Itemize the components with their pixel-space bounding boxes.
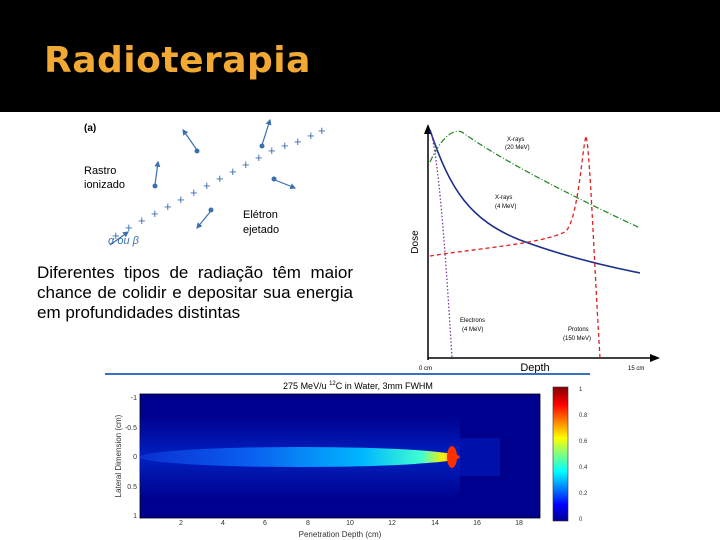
svg-text:+: + [281, 138, 289, 153]
y-tick-label: -1 [131, 395, 137, 402]
track-label: ionizado [84, 179, 125, 191]
beam-core [140, 447, 460, 467]
electron-arrows [109, 118, 297, 246]
svg-text:+: + [229, 164, 237, 179]
heatmap-plot [139, 393, 541, 519]
y-tick-label: -0.5 [125, 425, 137, 432]
svg-text:+: + [203, 178, 211, 193]
x-tick-label: 12 [388, 520, 396, 527]
colorbar-tick-label: 1 [579, 387, 583, 393]
ionization-diagram: (a) ++ + + + + + + + + + + + + + + + Rastro ionizad… [84, 118, 326, 247]
fragment-tail [460, 438, 500, 476]
axis-arrow [650, 354, 660, 362]
svg-text:+: + [138, 213, 146, 228]
colorbar-tick-label: 0 [579, 517, 583, 523]
y-tick-label: 0 [133, 454, 137, 461]
title-part: 275 MeV/u [283, 381, 329, 391]
curve-label: X-rays [495, 195, 512, 201]
electron-label: ejetado [243, 224, 279, 236]
body-text: Diferentes tipos de radiação têm maior c… [37, 263, 353, 322]
curve-label: (20 MeV) [505, 145, 530, 151]
svg-text:+: + [112, 228, 120, 243]
track-label: Rastro [84, 165, 116, 177]
svg-text:+: + [307, 128, 315, 143]
curve-label: (4 MeV) [495, 204, 516, 210]
svg-text:+: + [255, 150, 263, 165]
curve-protons [429, 133, 601, 359]
electron-label: Elétron [243, 209, 278, 221]
svg-text:+: + [151, 206, 159, 221]
svg-text:+: + [125, 220, 133, 235]
beam-halo [140, 415, 460, 499]
y-tick-label: 0.5 [127, 484, 137, 491]
slide-title: Radioterapia [44, 40, 311, 81]
title-superscript: 12 [329, 381, 336, 387]
dose-chart: Dose Depth 0 cm 15 cm X-rays (20 MeV) X-… [410, 124, 660, 374]
bragg-peak [447, 446, 457, 468]
x-axis-label: Penetration Depth (cm) [299, 530, 382, 539]
curve-label: Electrons [460, 318, 485, 324]
x-tick-label: 6 [263, 520, 267, 527]
svg-text:+: + [318, 123, 326, 138]
colorbar-tick-label: 0.6 [579, 439, 588, 445]
header: Radioterapia [0, 0, 720, 112]
curve-label: (4 MeV) [462, 327, 483, 333]
x-tick-label: 4 [221, 520, 225, 527]
curve-label: Protons [568, 327, 589, 333]
heatmap-figure: 275 MeV/u 12C in Water, 3mm FWHM 2 4 6 8… [105, 373, 590, 539]
svg-text:+: + [177, 192, 185, 207]
svg-text:+: + [216, 171, 224, 186]
particle-label: α ou β [108, 235, 140, 247]
x-tick-label: 8 [306, 520, 310, 527]
x-tick-label: 16 [473, 520, 481, 527]
colorbar-tick-label: 0.4 [579, 465, 588, 471]
title-part: C in Water, 3mm FWHM [336, 381, 433, 391]
svg-text:+: + [294, 134, 302, 149]
panel-label: (a) [84, 123, 96, 134]
svg-text:+: + [190, 185, 198, 200]
heatmap-title: 275 MeV/u 12C in Water, 3mm FWHM [283, 381, 433, 391]
colorbar [552, 386, 569, 522]
curve-label: (150 MeV) [563, 336, 591, 342]
y-tick-label: 1 [133, 513, 137, 520]
curve-xray-20mev [429, 130, 641, 229]
curve-label: X-rays [507, 137, 524, 143]
x-end-label: 15 cm [628, 366, 644, 372]
x-tick-label: 14 [431, 520, 439, 527]
y-axis-label: Lateral Dimension (cm) [114, 414, 123, 497]
svg-text:+: + [268, 143, 276, 158]
ion-track: ++ + + + + + + + + + + + + + + + [112, 123, 326, 243]
x-tick-label: 2 [179, 520, 183, 527]
curve-electrons [431, 135, 453, 359]
electron-dots [152, 143, 277, 213]
x-axis-label: Depth [520, 362, 549, 374]
svg-text:+: + [164, 199, 172, 214]
axis-arrow [424, 124, 432, 134]
colorbar-tick-label: 0.8 [579, 413, 588, 419]
colorbar-tick-label: 0.2 [579, 491, 588, 497]
curve-xray-4mev [429, 129, 641, 274]
x-tick-label: 18 [515, 520, 523, 527]
y-axis-label: Dose [410, 230, 421, 254]
x-tick-label: 10 [346, 520, 354, 527]
x-start-label: 0 cm [419, 366, 432, 372]
svg-text:+: + [242, 157, 250, 172]
